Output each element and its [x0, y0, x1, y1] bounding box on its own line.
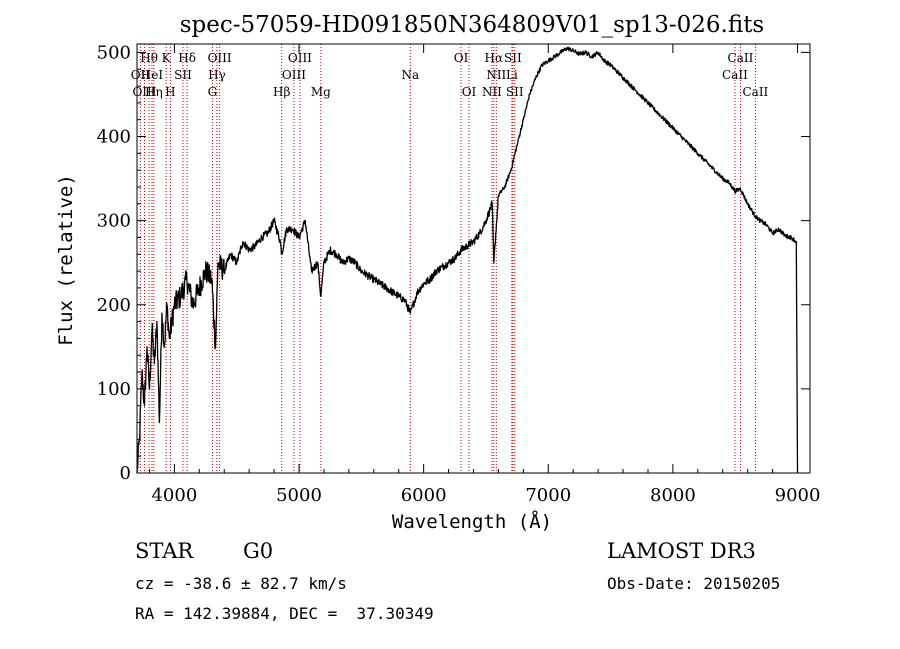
x-tick-label: 6000 — [401, 485, 447, 506]
observation-date: Obs-Date: 20150205 — [607, 574, 781, 593]
x-axis-label: Wavelength (Å) — [392, 510, 552, 533]
line-marker-label: CaII — [742, 85, 768, 99]
x-tick-label: 9000 — [775, 485, 821, 506]
y-tick-label: 200 — [97, 295, 131, 316]
line-marker-label: Hα — [485, 51, 504, 65]
line-marker-label: Hδ — [178, 51, 196, 65]
chart-title: spec-57059-HD091850N364809V01_sp13-026.f… — [180, 12, 765, 38]
line-marker-label: OI — [454, 51, 469, 65]
x-tick-label: 5000 — [276, 485, 322, 506]
line-marker-label: SII — [504, 51, 522, 65]
x-tick-label: 4000 — [151, 485, 197, 506]
spectrum-line — [136, 46, 799, 474]
line-marker-label: OII — [131, 68, 151, 82]
line-marker-label: OI — [462, 85, 477, 99]
line-marker-label: NII — [486, 68, 506, 82]
line-marker-label: HeI — [141, 68, 164, 82]
survey-name: LAMOST DR3 — [607, 539, 756, 563]
redshift-velocity: cz = -38.6 ± 82.7 km/s — [135, 574, 347, 593]
object-type: STAR — [135, 539, 194, 563]
y-axis: 0 100 200 300 400 500 — [97, 42, 810, 484]
line-marker-label: Li — [506, 68, 518, 82]
line-marker-label: OIII — [132, 85, 156, 99]
x-tick-label: 8000 — [650, 485, 696, 506]
line-marker-label: Na — [401, 68, 419, 82]
line-marker-label: Hβ — [273, 85, 290, 99]
y-tick-label: 400 — [97, 127, 131, 148]
line-marker-label: CaII — [722, 68, 748, 82]
y-tick-label: 0 — [120, 463, 131, 484]
line-marker-label: NII — [482, 85, 502, 99]
line-marker-label: SII — [174, 68, 192, 82]
subclass: G0 — [243, 539, 274, 563]
line-marker-label: CaII — [728, 51, 754, 65]
line-marker-label: OIII — [288, 51, 312, 65]
y-axis-label: Flux (relative) — [55, 174, 77, 346]
x-axis: 4000 5000 6000 7000 8000 9000 — [148, 44, 821, 506]
line-marker-label: SII — [506, 85, 524, 99]
line-marker-label: Hγ — [208, 68, 226, 82]
line-marker-label: Hη — [145, 85, 163, 99]
line-marker-label: K — [162, 51, 172, 65]
line-marker-label: Hθ — [140, 51, 158, 65]
line-marker-label: H — [165, 85, 175, 99]
coordinates: RA = 142.39884, DEC = 37.30349 — [135, 604, 434, 623]
line-marker-label: G — [208, 85, 218, 99]
y-tick-label: 500 — [97, 42, 131, 63]
x-tick-label: 7000 — [525, 485, 571, 506]
line-marker-label: Mg — [311, 85, 331, 99]
line-marker-label: OIII — [208, 51, 232, 65]
y-tick-label: 100 — [97, 379, 131, 400]
y-tick-label: 300 — [97, 211, 131, 232]
line-marker-label: OIII — [282, 68, 306, 82]
